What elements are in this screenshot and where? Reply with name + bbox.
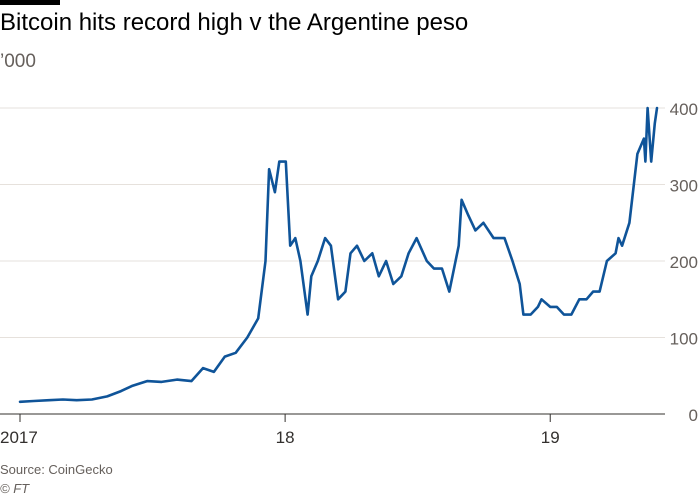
series-layer — [18, 106, 659, 404]
x-axis: 2017 18 19 — [0, 413, 665, 447]
x-tick-label: 19 — [541, 428, 560, 447]
brand-bar — [0, 0, 60, 5]
source-note: Source: CoinGecko — [0, 462, 113, 477]
x-tick-label: 2017 — [0, 428, 38, 447]
x-tick-label: 18 — [276, 428, 295, 447]
y-axis-labels: 0 100 200 300 400 — [670, 100, 698, 425]
y-tick-label: 100 — [670, 330, 698, 349]
chart-title: Bitcoin hits record high v the Argentine… — [0, 9, 469, 36]
y-tick-label: 0 — [689, 406, 698, 425]
y-tick-label: 300 — [670, 177, 698, 196]
y-tick-label: 200 — [670, 253, 698, 272]
y-tick-label: 400 — [670, 100, 698, 119]
credit-note: © FT — [0, 481, 30, 496]
series-line — [18, 106, 659, 404]
gridlines — [0, 107, 665, 338]
line-chart: 0 100 200 300 400 2017 18 19 — [0, 100, 698, 447]
chart-subtitle: ’000 — [0, 51, 36, 72]
